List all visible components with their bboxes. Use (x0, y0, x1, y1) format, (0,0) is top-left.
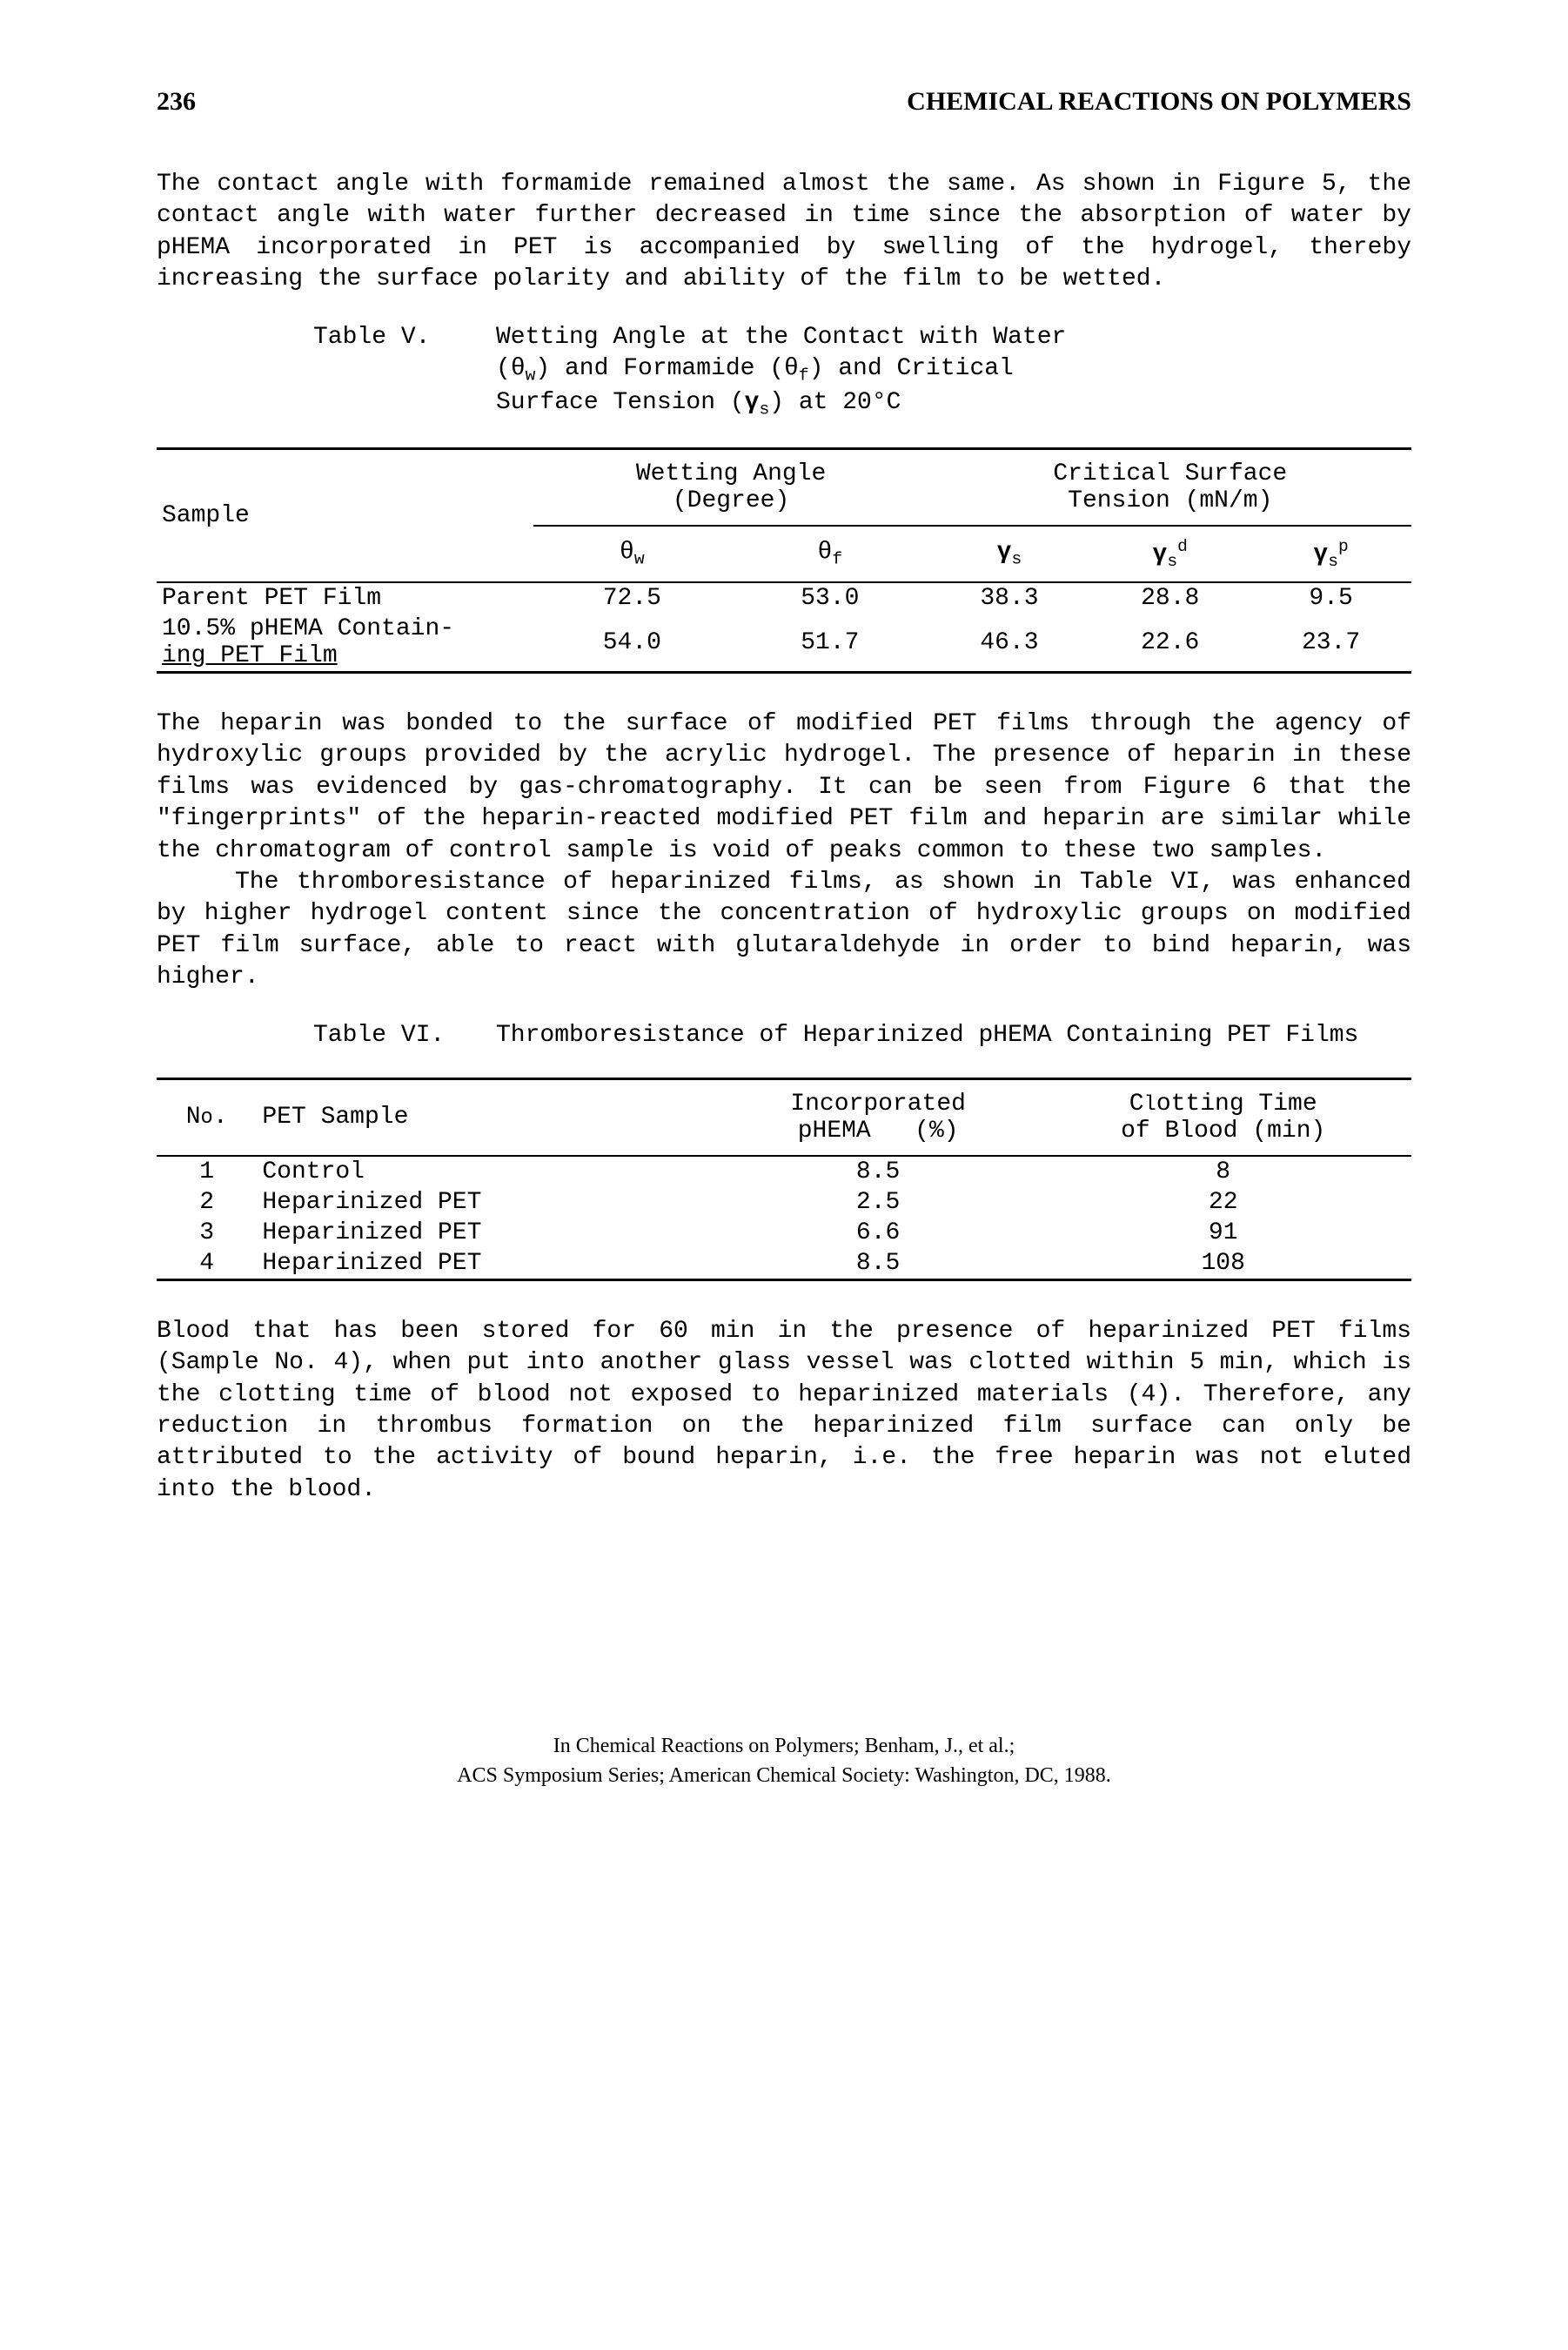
table-row: 1 Control 8.5 8 (157, 1156, 1411, 1187)
paragraph-2: The heparin was bonded to the surface of… (157, 708, 1411, 867)
t5-l2-prefix: ( (496, 355, 511, 382)
t5-col-gamma-d: γsd (1089, 526, 1250, 582)
t5-r1-c4: 22.6 (1089, 614, 1250, 673)
gamma-s-symbol: γs (745, 389, 770, 416)
t5-col-theta-w: θw (533, 526, 731, 582)
page-number: 236 (157, 87, 196, 117)
t5-l2-suffix: ) and Critical (809, 355, 1014, 382)
t6-r0-no: 1 (157, 1156, 257, 1187)
t6-r3-no: 4 (157, 1248, 257, 1280)
t6-r1-no: 2 (157, 1187, 257, 1218)
t5-r1-c5: 23.7 (1250, 614, 1411, 673)
t6-r1-sample: Heparinized PET (257, 1187, 721, 1218)
t6-r2-sample: Heparinized PET (257, 1218, 721, 1248)
t5-r1-c2: 51.7 (731, 614, 928, 673)
t5-r0-c1: 72.5 (533, 582, 731, 614)
table-6-label: Table VI. (313, 1020, 496, 1051)
table-row: 3 Heparinized PET 6.6 91 (157, 1218, 1411, 1248)
theta-w-symbol: θw (511, 355, 536, 382)
t5-r1-c3: 46.3 (929, 614, 1090, 673)
t5-r0-c2: 53.0 (731, 582, 928, 614)
t5-r1-sample: 10.5% pHEMA Contain-ing PET Film (157, 614, 533, 673)
t5-l3-prefix: Surface Tension ( (496, 389, 745, 416)
page-footer: In Chemical Reactions on Polymers; Benha… (157, 1732, 1411, 1790)
t5-l2-mid: ) and Formamide ( (535, 355, 784, 382)
t6-header-no: No. (157, 1078, 257, 1156)
t6-r1-phema: 2.5 (721, 1187, 1035, 1218)
t5-col-theta-f: θf (731, 526, 928, 582)
t5-r0-c5: 9.5 (1250, 582, 1411, 614)
t6-header-incorp: IncorporatedpHEMA (%) (721, 1078, 1035, 1156)
t6-r0-clot: 8 (1035, 1156, 1411, 1187)
t6-r3-phema: 8.5 (721, 1248, 1035, 1280)
t6-r2-phema: 6.6 (721, 1218, 1035, 1248)
table-row: 10.5% pHEMA Contain-ing PET Film 54.0 51… (157, 614, 1411, 673)
footer-line1: In Chemical Reactions on Polymers; Benha… (553, 1735, 1015, 1757)
table-5-label: Table V. (313, 322, 496, 422)
paragraph-3: The thromboresistance of heparinized fil… (157, 867, 1411, 994)
t5-col-gamma-p: γsp (1250, 526, 1411, 582)
paragraph-1: The contact angle with formamide remaine… (157, 169, 1411, 296)
t5-r0-c3: 38.3 (929, 582, 1090, 614)
t5-l3-suffix: ) at 20°C (769, 389, 901, 416)
table-6-caption: Table VI. Thromboresistance of Hepariniz… (157, 1020, 1411, 1051)
t5-header-sample: Sample (157, 449, 533, 582)
t5-r1-c1: 54.0 (533, 614, 731, 673)
t5-header-wetting: Wetting Angle(Degree) (533, 449, 929, 527)
table-5: Sample Wetting Angle(Degree) Critical Su… (157, 447, 1411, 674)
table-5-caption: Table V. Wetting Angle at the Contact wi… (157, 322, 1411, 422)
theta-f-symbol: θf (784, 355, 809, 382)
t5-r0-c4: 28.8 (1089, 582, 1250, 614)
t6-r0-phema: 8.5 (721, 1156, 1035, 1187)
table-row: Parent PET Film 72.5 53.0 38.3 28.8 9.5 (157, 582, 1411, 614)
t5-header-critical: Critical SurfaceTension (mN/m) (929, 449, 1411, 527)
t6-r0-sample: Control (257, 1156, 721, 1187)
table-6-title: Thromboresistance of Heparinized pHEMA C… (496, 1020, 1411, 1051)
t5-col-gamma-s: γs (929, 526, 1090, 582)
t6-header-sample: PET Sample (257, 1078, 721, 1156)
t6-r2-no: 3 (157, 1218, 257, 1248)
footer-line2: ACS Symposium Series; American Chemical … (457, 1764, 1111, 1787)
table-5-title-line1: Wetting Angle at the Contact with Water (496, 324, 1066, 351)
page-header: 236 CHEMICAL REACTIONS ON POLYMERS (157, 87, 1411, 117)
t6-r3-sample: Heparinized PET (257, 1248, 721, 1280)
table-6: No. PET Sample IncorporatedpHEMA (%) Clo… (157, 1078, 1411, 1281)
chapter-title: CHEMICAL REACTIONS ON POLYMERS (907, 87, 1411, 117)
t6-header-clotting: Clotting Timeof Blood (min) (1035, 1078, 1411, 1156)
paragraph-4: Blood that has been stored for 60 min in… (157, 1316, 1411, 1506)
table-row: 4 Heparinized PET 8.5 108 (157, 1248, 1411, 1280)
t6-r3-clot: 108 (1035, 1248, 1411, 1280)
t5-r0-sample: Parent PET Film (157, 582, 533, 614)
table-5-title: Wetting Angle at the Contact with Water … (496, 322, 1411, 422)
t6-r1-clot: 22 (1035, 1187, 1411, 1218)
table-row: 2 Heparinized PET 2.5 22 (157, 1187, 1411, 1218)
t6-r2-clot: 91 (1035, 1218, 1411, 1248)
